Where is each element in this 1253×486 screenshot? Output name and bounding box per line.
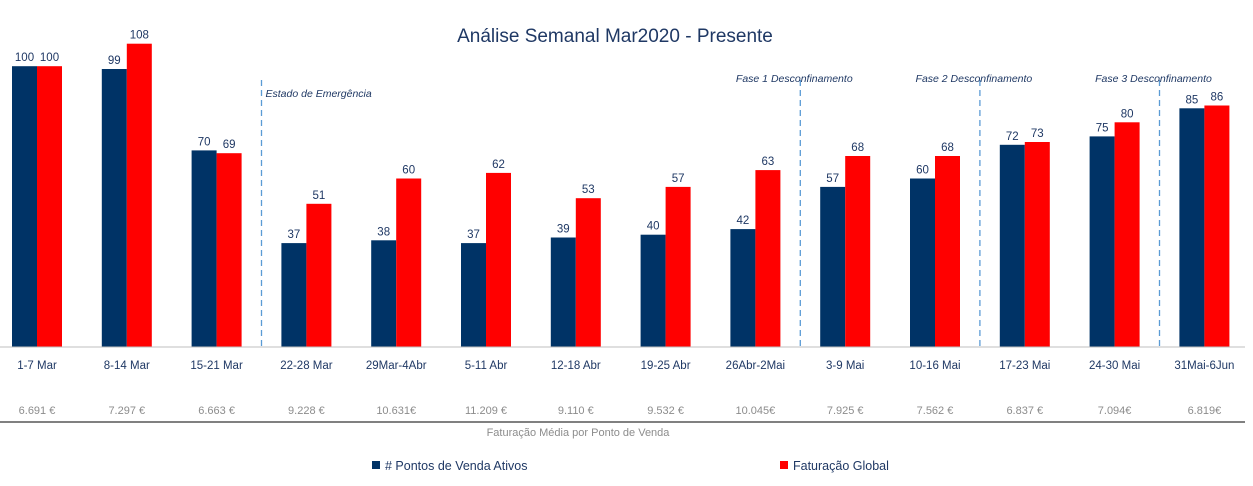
average-value: 7.094€ [1098, 405, 1132, 417]
bar-faturacao [486, 172, 511, 347]
legend-label: Faturação Global [793, 459, 889, 473]
bar-pontos [281, 243, 307, 347]
data-label: 62 [492, 159, 505, 171]
average-value: 9.228 € [288, 405, 325, 417]
average-value: 11.209 € [465, 405, 507, 417]
x-tick-label: 10-16 Mai [909, 360, 960, 372]
phase-label: Fase 2 Desconfinamento [916, 73, 1033, 85]
bar-pontos [101, 69, 127, 347]
x-tick-label: 5-11 Abr [465, 360, 508, 372]
x-tick-label: 8-14 Mar [104, 360, 150, 372]
x-tick-label: 3-9 Mai [826, 360, 864, 372]
bar-faturacao [306, 203, 332, 347]
bar-faturacao [1204, 105, 1230, 347]
average-value: 7.562 € [917, 405, 954, 417]
bar-pontos [550, 237, 576, 347]
x-tick-label: 15-21 Mar [190, 360, 243, 372]
x-tick-label: 12-18 Abr [551, 360, 601, 372]
average-value: 9.532 € [647, 405, 684, 417]
bar-faturacao [845, 156, 871, 347]
data-label: 72 [1006, 131, 1019, 143]
data-label: 68 [941, 142, 954, 154]
average-row-label: Faturação Média por Ponto de Venda [487, 427, 671, 439]
data-label: 63 [762, 156, 775, 168]
bar-pontos [371, 240, 397, 347]
x-tick-label: 31Mai-6Jun [1174, 360, 1234, 372]
x-tick-label: 26Abr-2Mai [726, 360, 785, 372]
data-label: 86 [1211, 92, 1224, 104]
bar-faturacao [37, 66, 62, 347]
average-value: 6.691 € [19, 405, 56, 417]
average-value: 7.925 € [827, 405, 864, 417]
bar-pontos [12, 66, 37, 347]
average-value: 7.297 € [108, 405, 145, 417]
data-label: 85 [1186, 94, 1199, 106]
data-label: 51 [313, 190, 326, 202]
data-label: 99 [108, 55, 121, 67]
data-label: 108 [130, 30, 149, 42]
x-tick-label: 17-23 Mai [999, 360, 1050, 372]
bar-faturacao [1024, 142, 1050, 347]
bar-faturacao [935, 156, 960, 347]
data-label: 53 [582, 184, 595, 196]
data-label: 69 [223, 139, 236, 151]
x-tick-label: 24-30 Mai [1089, 360, 1140, 372]
data-label: 73 [1031, 128, 1044, 140]
data-label: 68 [851, 142, 864, 154]
data-label: 60 [916, 165, 929, 177]
bar-faturacao [575, 198, 601, 347]
legend-swatch [780, 461, 788, 469]
x-tick-label: 22-28 Mar [280, 360, 333, 372]
bar-pontos [999, 144, 1025, 347]
data-label: 100 [15, 52, 34, 64]
legend-label: # Pontos de Venda Ativos [385, 459, 527, 473]
bar-pontos [1089, 136, 1115, 347]
phase-label: Fase 3 Desconfinamento [1095, 73, 1212, 85]
data-label: 70 [198, 136, 211, 148]
phase-label: Estado de Emergência [266, 88, 372, 100]
data-label: 57 [672, 173, 685, 185]
bar-faturacao [665, 186, 691, 347]
x-tick-label: 1-7 Mar [17, 360, 57, 372]
data-label: 37 [288, 229, 301, 241]
average-value: 10.045€ [736, 405, 776, 417]
average-value: 10.631€ [376, 405, 416, 417]
data-label: 39 [557, 224, 570, 236]
average-value: 9.110 € [558, 405, 594, 417]
chart-title: Análise Semanal Mar2020 - Presente [457, 26, 773, 47]
bar-pontos [640, 234, 666, 347]
phase-label: Fase 1 Desconfinamento [736, 73, 853, 85]
data-label: 40 [647, 221, 660, 233]
legend-swatch [372, 461, 380, 469]
x-tick-label: 29Mar-4Abr [366, 360, 427, 372]
x-tick-label: 19-25 Abr [641, 360, 691, 372]
data-label: 80 [1121, 108, 1134, 120]
bar-pontos [1179, 108, 1205, 347]
bar-faturacao [216, 153, 242, 347]
bar-faturacao [126, 43, 152, 347]
bar-pontos [191, 150, 217, 347]
bar-faturacao [1114, 122, 1140, 347]
data-label: 42 [737, 215, 750, 227]
average-value: 6.837 € [1006, 405, 1043, 417]
bar-pontos [820, 186, 846, 347]
data-label: 75 [1096, 122, 1109, 134]
average-value: 6.663 € [198, 405, 235, 417]
bar-faturacao [396, 178, 422, 347]
data-label: 37 [467, 229, 480, 241]
data-label: 100 [40, 52, 59, 64]
bar-faturacao [755, 170, 781, 347]
bar-pontos [730, 229, 756, 347]
bar-pontos [461, 243, 486, 347]
data-label: 60 [402, 165, 415, 177]
average-value: 6.819€ [1188, 405, 1222, 417]
bar-pontos [910, 178, 935, 347]
data-label: 38 [377, 226, 390, 238]
data-label: 57 [826, 173, 839, 185]
